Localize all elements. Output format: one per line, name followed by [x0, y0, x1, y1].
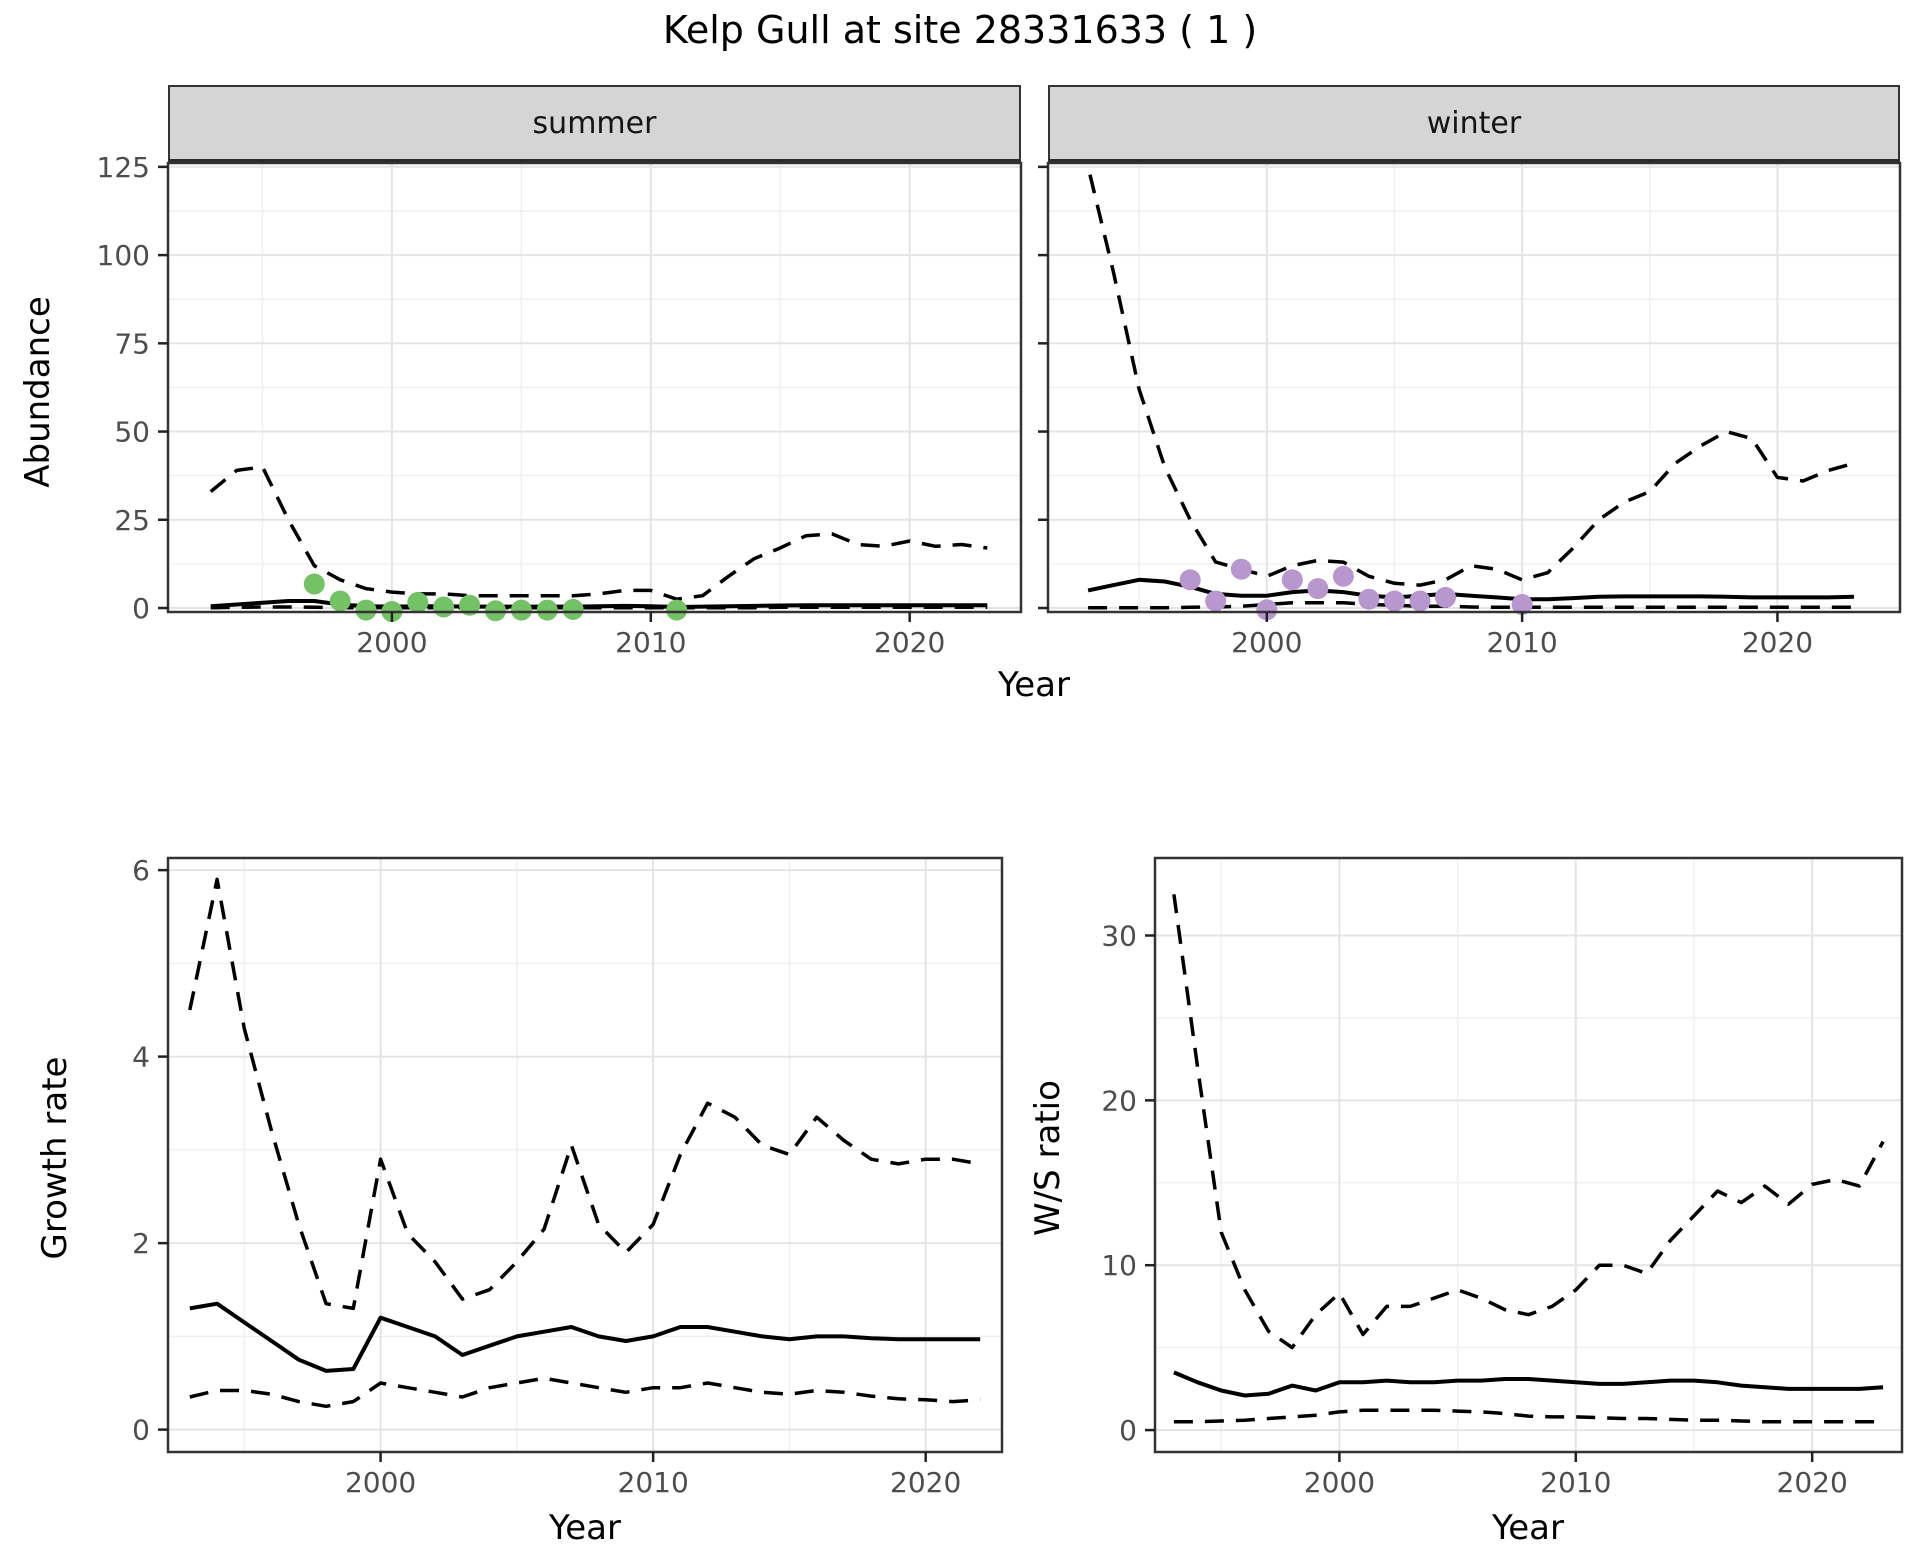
winter-observations-point	[1179, 569, 1201, 591]
x-tick-label: 2010	[618, 1466, 689, 1499]
winter-observations-point	[1230, 558, 1252, 580]
x-axis-title-year-bottom-right: Year	[1492, 1508, 1564, 1548]
y-tick-label: 10	[1101, 1249, 1137, 1282]
growth-lower-ci-line	[189, 1376, 981, 1409]
summer-observations-point	[329, 590, 351, 612]
facet-strip-summer: summer	[168, 85, 1021, 163]
x-tick-label: 2000	[1304, 1466, 1375, 1499]
summer-observations-point	[536, 599, 558, 621]
facet-strip-winter-label: winter	[1426, 105, 1522, 141]
y-tick-label: 50	[114, 416, 150, 449]
x-tick-label: 2010	[1540, 1466, 1611, 1499]
winter-upper-ci-line	[1085, 163, 1855, 587]
y-tick-label: 0	[132, 592, 150, 625]
y-tick-label: 20	[1101, 1084, 1137, 1117]
ws-panel-border	[1153, 856, 1904, 1454]
y-tick-label: 75	[114, 327, 150, 360]
y-tick-label: 4	[132, 1041, 150, 1074]
chart-title: Kelp Gull at site 28331633 ( 1 )	[662, 8, 1258, 52]
summer-observations-point	[459, 594, 481, 616]
winter-observations-point	[1205, 590, 1227, 612]
winter-observations-point	[1511, 594, 1533, 615]
x-tick-label: 2020	[890, 1466, 961, 1499]
x-tick-label: 2000	[1231, 626, 1302, 659]
x-tick-label: 2010	[1486, 626, 1557, 659]
summer-panel-border	[166, 161, 1023, 614]
growth-panel-border	[166, 856, 1004, 1454]
summer-observations-point	[510, 599, 532, 621]
ws-upper-ci-line	[1172, 894, 1885, 1350]
winter-observations-point	[1435, 586, 1456, 608]
x-tick-label: 2020	[1777, 1466, 1848, 1499]
x-tick-label: 2020	[874, 626, 945, 659]
y-tick-label: 6	[132, 854, 150, 887]
y-tick-label: 25	[114, 504, 150, 537]
growth-panel-bg	[168, 858, 1002, 1452]
x-tick-label: 2000	[345, 1466, 416, 1499]
y-tick-label: 0	[1119, 1414, 1137, 1447]
x-axis-title-year-bottom-left: Year	[549, 1508, 621, 1548]
winter-panel-border	[1046, 161, 1902, 614]
y-tick-label: 2	[132, 1227, 150, 1260]
y-tick-label: 125	[97, 151, 150, 184]
y-tick-label: 100	[97, 239, 150, 272]
x-tick-label: 2000	[356, 626, 427, 659]
y-tick-label: 0	[132, 1414, 150, 1447]
facet-strip-summer-label: summer	[532, 105, 657, 141]
x-axis-title-year-top: Year	[998, 665, 1070, 705]
summer-observations-point	[562, 598, 584, 620]
winter-observations-point	[1384, 590, 1405, 612]
ws-lower-ci-line	[1173, 1408, 1884, 1424]
ws-median-fit-line	[1173, 1370, 1884, 1398]
winter-observations-point	[1332, 565, 1354, 587]
winter-observations-point	[1307, 578, 1329, 600]
growth-median-fit-line	[189, 1301, 981, 1373]
y-tick-label: 30	[1101, 919, 1137, 952]
x-tick-label: 2020	[1742, 626, 1813, 659]
growth-upper-ci-line	[188, 877, 981, 1311]
summer-upper-ci-line	[209, 465, 988, 601]
winter-observations-point	[1358, 588, 1380, 610]
facet-strip-winter: winter	[1048, 85, 1900, 163]
summer-observations-point	[355, 599, 377, 621]
ws-panel-bg	[1155, 858, 1902, 1452]
summer-observations-point	[407, 591, 429, 613]
summer-observations-point	[666, 599, 688, 621]
summer-observations-point	[433, 596, 455, 618]
winter-observations-point	[1281, 569, 1303, 591]
winter-observations-point	[1409, 590, 1431, 612]
winter-observations-point	[1256, 599, 1278, 621]
summer-observations-point	[303, 573, 325, 595]
x-tick-label: 2010	[615, 626, 686, 659]
